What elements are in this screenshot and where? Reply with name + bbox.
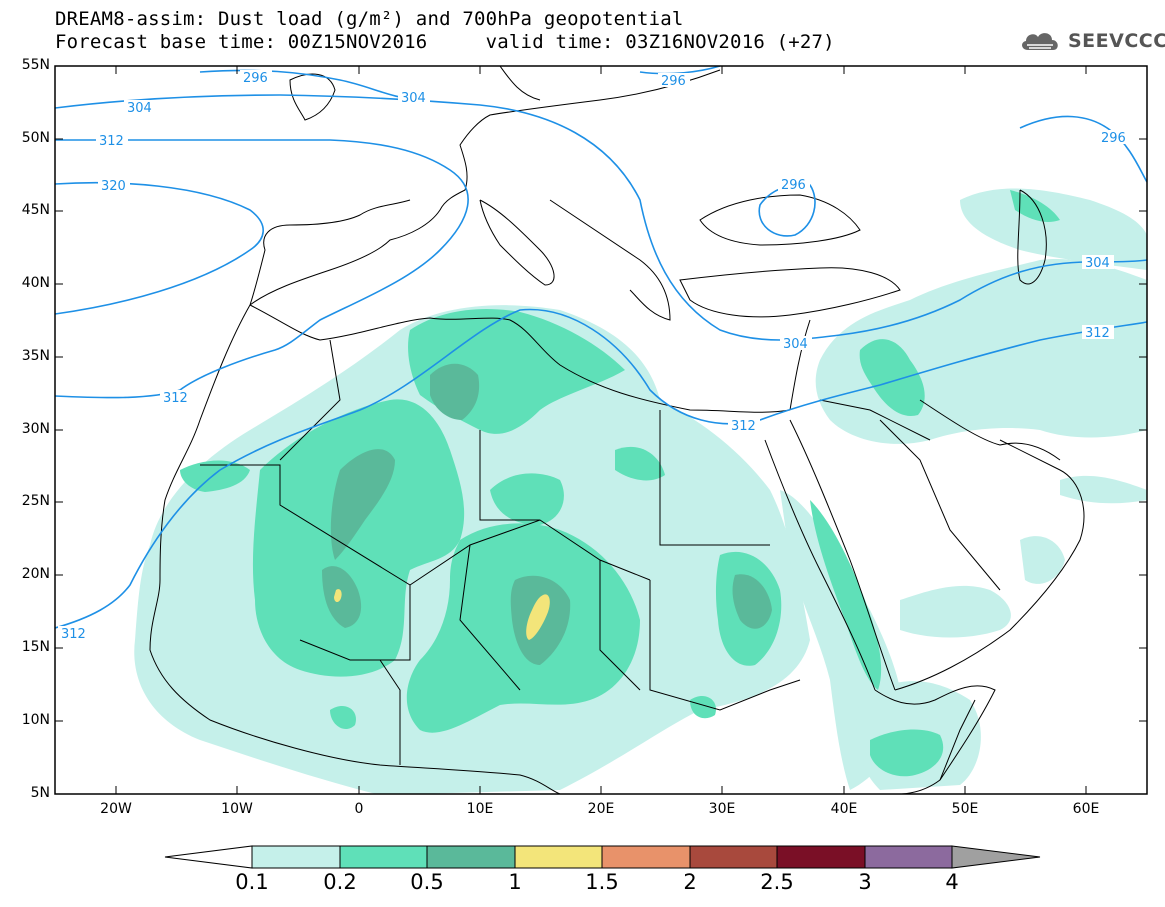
lon-tick-label: 40E xyxy=(830,801,858,817)
lon-tick-label: 30E xyxy=(708,801,736,817)
lat-tick-label: 35N xyxy=(21,348,50,364)
contour-label: 312 xyxy=(1085,326,1110,341)
contour-label: 320 xyxy=(101,179,126,194)
lat-tick-label: 50N xyxy=(21,130,50,146)
coastlines xyxy=(149,66,1085,794)
lat-tick-label: 30N xyxy=(21,421,50,437)
contour-label: 304 xyxy=(1085,256,1110,271)
colorbar-label: 1 xyxy=(508,870,522,894)
colorbar-label: 1.5 xyxy=(585,870,619,894)
lon-tick-label: 60E xyxy=(1072,801,1100,817)
lat-tick-label: 55N xyxy=(21,57,50,73)
contour-label: 296 xyxy=(781,178,806,193)
colorbar-high-arrow xyxy=(951,845,1041,869)
lat-tick-label: 10N xyxy=(21,712,50,728)
lon-tick-label: 20E xyxy=(587,801,615,817)
colorbar-swatch xyxy=(601,845,691,869)
lat-tick-label: 20N xyxy=(21,566,50,582)
colorbar-swatch xyxy=(251,845,341,869)
colorbar-label: 3 xyxy=(858,870,872,894)
colorbar-swatch xyxy=(426,845,516,869)
contour-label: 296 xyxy=(243,71,268,86)
colorbar-swatch xyxy=(339,845,428,869)
colorbar-label: 4 xyxy=(945,870,959,894)
lat-tick-label: 5N xyxy=(30,785,50,801)
dust-level-0.5 xyxy=(322,363,772,665)
lon-tick-label: 20W xyxy=(100,801,132,817)
lon-tick-label: 0 xyxy=(354,801,364,817)
colorbar xyxy=(164,845,1041,869)
contour-label: 304 xyxy=(127,101,152,116)
colorbar-low-arrow xyxy=(164,845,253,869)
logo-text: SEEVCCC xyxy=(1068,30,1165,52)
seevccc-logo: SEEVCCC xyxy=(1018,28,1165,54)
colorbar-label: 0.5 xyxy=(410,870,444,894)
chart-title-line-2: Forecast base time: 00Z15NOV2016 valid t… xyxy=(55,31,835,53)
contour-label: 312 xyxy=(163,391,188,406)
colorbar-label: 0.2 xyxy=(323,870,357,894)
dust-fields xyxy=(134,188,1147,794)
lat-tick-label: 45N xyxy=(21,202,50,218)
cloud-icon xyxy=(1022,33,1058,50)
lon-tick-label: 10W xyxy=(221,801,253,817)
chart-title-line-1: DREAM8-assim: Dust load (g/m²) and 700hP… xyxy=(55,8,684,30)
contour-label: 304 xyxy=(783,337,808,352)
colorbar-swatch xyxy=(776,845,866,869)
colorbar-swatch xyxy=(514,845,603,869)
contour-label: 304 xyxy=(401,91,426,106)
contour-label: 312 xyxy=(61,627,86,642)
contour-label: 296 xyxy=(1101,131,1126,146)
lat-tick-label: 25N xyxy=(21,493,50,509)
axis-ticks xyxy=(55,65,1147,794)
geopotential-contours xyxy=(55,66,1147,629)
colorbar-label: 2.5 xyxy=(760,870,794,894)
dust-level-1 xyxy=(334,589,550,640)
colorbar-swatch xyxy=(689,845,778,869)
contour-label: 296 xyxy=(661,74,686,89)
colorbar-label: 2 xyxy=(683,870,697,894)
contour-label: 312 xyxy=(731,419,756,434)
colorbar-label: 0.1 xyxy=(235,870,269,894)
contour-labels: 296 296 296 296 304 304 304 304 312 312 … xyxy=(58,70,1130,642)
colorbar-swatch xyxy=(864,845,953,869)
contour-label: 312 xyxy=(99,134,124,149)
lat-tick-label: 15N xyxy=(21,639,50,655)
lon-tick-label: 50E xyxy=(951,801,979,817)
lon-tick-label: 10E xyxy=(466,801,494,817)
lat-tick-label: 40N xyxy=(21,275,50,291)
